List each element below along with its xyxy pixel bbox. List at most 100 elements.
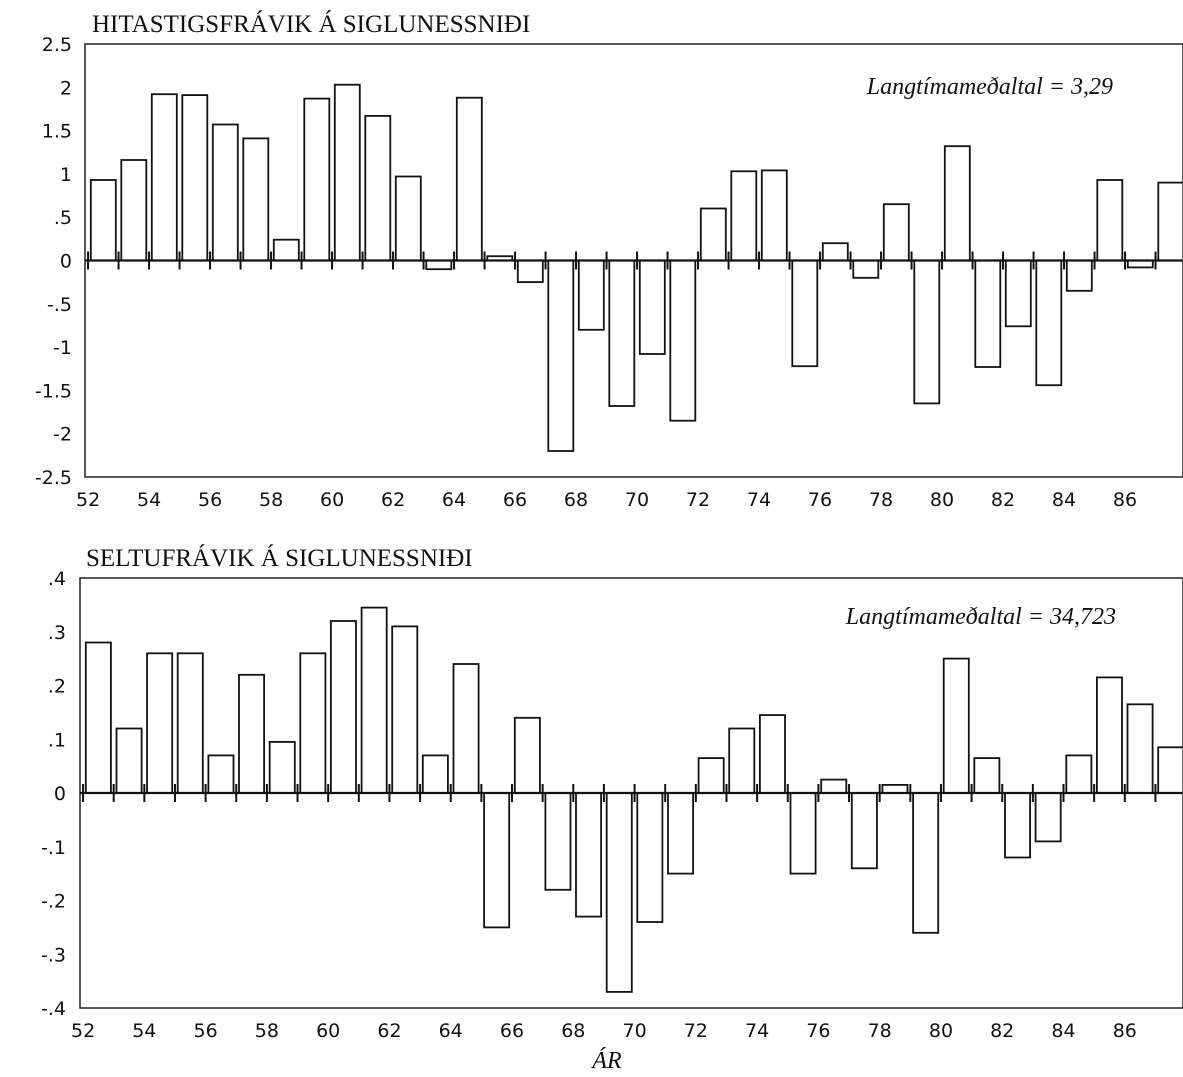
x-tick-label: 82: [990, 1020, 1014, 1042]
bar-53: [120, 159, 148, 262]
bar-54: [150, 93, 178, 262]
bar-80: [942, 657, 970, 794]
bar-52: [84, 641, 112, 794]
x-tick-label: 72: [686, 489, 710, 511]
bar-62: [394, 175, 422, 262]
bars: [85, 83, 1183, 452]
x-tick-label: 56: [194, 1020, 218, 1042]
y-tick-label: 2: [60, 77, 72, 99]
bar-67: [544, 792, 572, 891]
y-tick-label: 0: [54, 783, 66, 805]
y-tick-labels: 2.521.51.50-.5-1-1.5-2-2.5: [35, 34, 72, 489]
bar-59: [303, 97, 331, 262]
bar-55: [176, 652, 204, 794]
bar-77: [852, 259, 880, 279]
bar-66: [513, 716, 541, 794]
bar-87: [1157, 181, 1183, 262]
bar-59: [299, 652, 327, 794]
y-tick-label: -2: [53, 424, 72, 446]
bar-77: [850, 792, 878, 870]
bar-64: [452, 663, 480, 794]
annotation-mean: Langtímameðaltal = 3,29: [866, 74, 1113, 100]
bar-58: [268, 741, 296, 794]
bar-57: [238, 673, 266, 794]
temperature-anomaly-chart: HITASTIGSFRÁVIK Á SIGLUNESSNIÐI Langtíma…: [35, 10, 1183, 511]
y-tick-label: 2.5: [42, 34, 72, 56]
x-tick-label: 60: [320, 489, 344, 511]
bar-76: [820, 778, 848, 794]
bar-67: [547, 259, 575, 452]
bar-61: [364, 115, 392, 262]
bar-62: [391, 625, 419, 794]
bar-69: [608, 259, 636, 407]
bar-70: [636, 792, 664, 923]
x-tick-label: 64: [442, 489, 466, 511]
x-tick-label: 66: [500, 1020, 524, 1042]
bar-74: [759, 714, 786, 794]
x-tick-label: 78: [869, 489, 893, 511]
bar-74: [760, 169, 788, 262]
y-tick-label: -1.5: [35, 380, 72, 402]
y-tick-label: .1: [48, 729, 66, 751]
x-tick-label: 70: [625, 489, 649, 511]
bar-81: [973, 757, 1001, 794]
x-tick-labels: 52 54 56 58 60 62 64 66 68 70 72 74 76 78 80 82 84 86: [71, 1020, 1137, 1042]
x-tick-label: 80: [930, 489, 954, 511]
x-axis-label: ÁR: [590, 1048, 622, 1074]
x-tick-label: 84: [1052, 489, 1076, 511]
bar-75: [789, 792, 817, 875]
y-tick-label: .2: [48, 676, 66, 698]
x-tick-label: 52: [71, 1020, 95, 1042]
x-tick-label: 78: [868, 1020, 892, 1042]
bar-66: [516, 259, 544, 284]
bar-82: [1004, 792, 1032, 859]
x-tick-label: 84: [1051, 1020, 1075, 1042]
x-tick-label: 70: [623, 1020, 647, 1042]
bar-63: [421, 754, 449, 794]
bar-86: [1126, 703, 1154, 794]
bar-54: [146, 652, 174, 794]
bar-78: [881, 784, 909, 794]
bar-56: [211, 123, 239, 262]
bar-76: [821, 242, 849, 262]
bar-79: [913, 259, 941, 405]
y-tick-label: 1: [60, 164, 72, 186]
chart-title: SELTUFRÁVIK Á SIGLUNESSNIÐI: [86, 544, 473, 572]
bar-56: [207, 754, 235, 794]
x-tick-label: 54: [137, 489, 161, 511]
bar-75: [791, 259, 819, 368]
x-tick-label: 86: [1113, 489, 1137, 511]
bar-70: [638, 259, 666, 355]
x-tick-label: 68: [564, 489, 588, 511]
x-tick-label: 74: [747, 489, 771, 511]
y-tick-label: -.5: [47, 294, 72, 316]
x-tick-label: 64: [439, 1020, 463, 1042]
y-tick-label: -.4: [41, 998, 66, 1020]
chart-title: HITASTIGSFRÁVIK Á SIGLUNESSNIÐI: [92, 10, 530, 38]
x-tick-label: 74: [745, 1020, 769, 1042]
y-tick-label: .3: [48, 622, 66, 644]
bar-65: [483, 792, 511, 929]
salinity-anomaly-chart: SELTUFRÁVIK Á SIGLUNESSNIÐI Langtímameða…: [41, 544, 1183, 1074]
bar-71: [667, 792, 695, 875]
x-tick-label: 66: [503, 489, 527, 511]
bar-71: [669, 259, 697, 422]
x-tick-label: 58: [255, 1020, 279, 1042]
bar-63: [425, 259, 453, 271]
bar-60: [333, 83, 361, 262]
x-tick-label: 52: [76, 489, 100, 511]
x-tick-label: 54: [132, 1020, 156, 1042]
y-tick-label: -.2: [41, 891, 66, 913]
bar-53: [115, 727, 143, 794]
bar-73: [730, 170, 758, 262]
bar-79: [912, 792, 940, 934]
bar-60: [329, 620, 357, 794]
y-tick-label: -.3: [41, 944, 66, 966]
y-tick-label: .4: [48, 568, 66, 590]
x-tick-label: 62: [381, 489, 405, 511]
x-tick-label: 76: [806, 1020, 830, 1042]
y-tick-label: -.1: [41, 837, 66, 859]
bar-61: [360, 606, 388, 794]
y-tick-label: 1.5: [42, 121, 72, 143]
annotation-mean: Langtímameðaltal = 34,723: [845, 604, 1116, 630]
